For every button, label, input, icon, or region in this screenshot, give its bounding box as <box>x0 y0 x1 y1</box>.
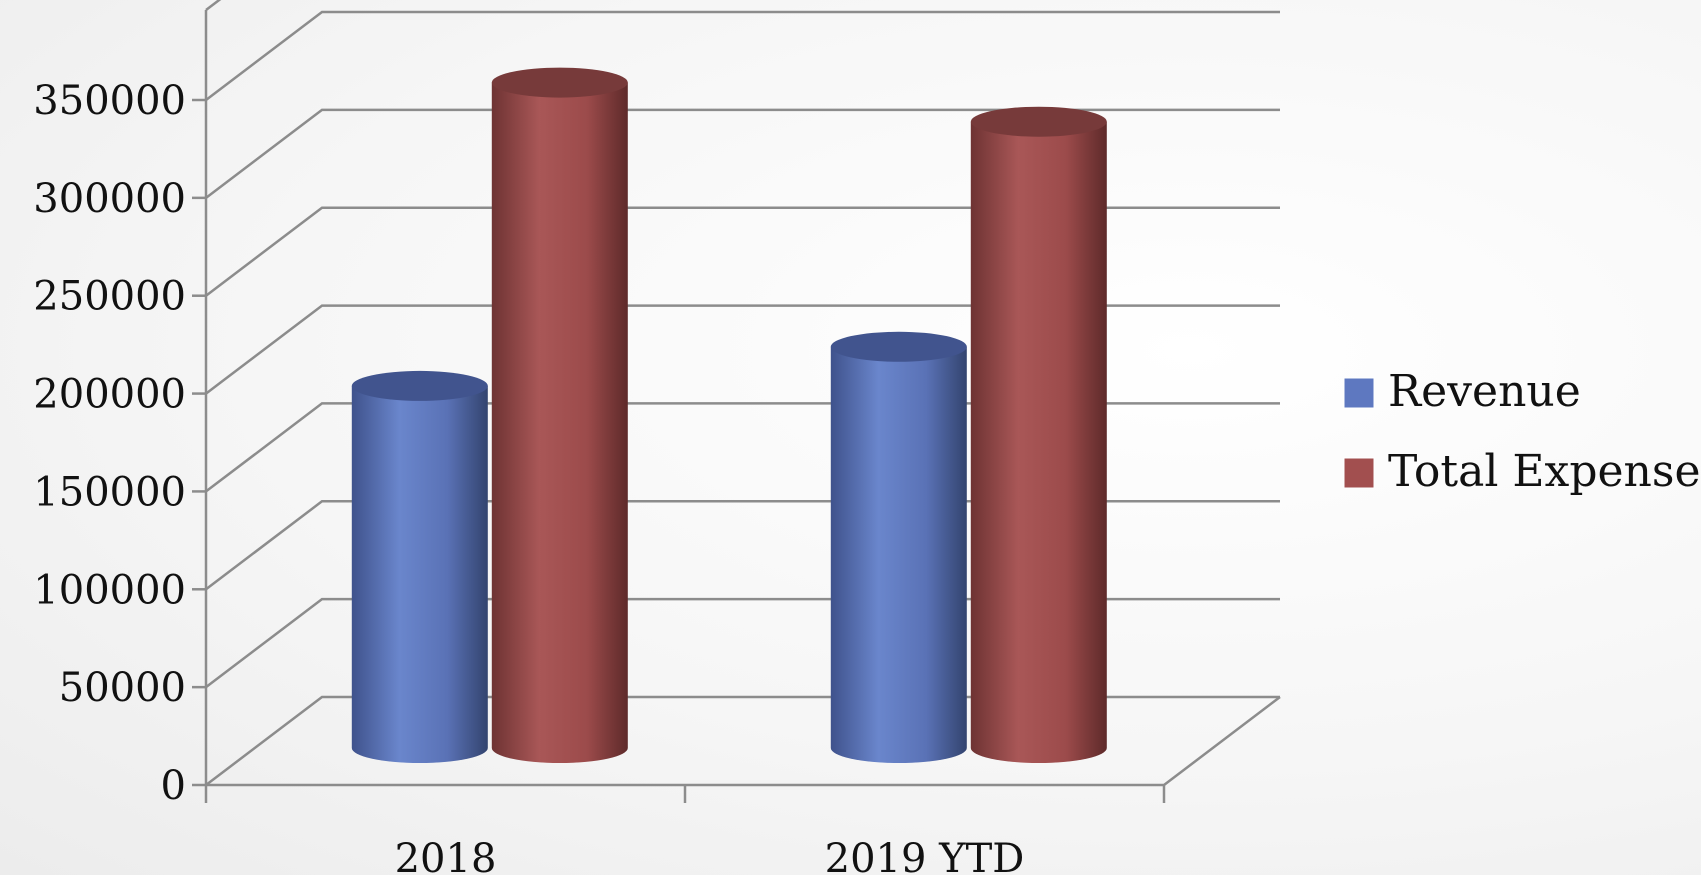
gridline <box>205 304 1280 395</box>
legend-label: Revenue <box>1388 366 1581 417</box>
y-tick-label: 300000 <box>33 176 186 222</box>
bar <box>830 331 967 763</box>
bar <box>970 106 1107 763</box>
bar <box>491 67 628 764</box>
legend-swatch <box>1343 377 1375 409</box>
bar <box>351 370 488 763</box>
gridline <box>205 10 1280 101</box>
legend: Revenue Total Expense <box>1343 366 1701 497</box>
axes <box>192 10 1281 803</box>
bars <box>351 67 1107 764</box>
y-tick-label: 100000 <box>33 567 186 613</box>
legend-label: Total Expense <box>1388 446 1701 497</box>
x-tick-label: 2019 YTD <box>825 836 1025 875</box>
grid <box>205 0 1280 786</box>
y-tick-label: 150000 <box>33 469 186 515</box>
gridline <box>205 0 222 11</box>
legend-swatch <box>1343 457 1375 489</box>
gridline <box>205 108 1280 199</box>
y-tick-label: 350000 <box>33 78 186 124</box>
x-tick-label: 2018 <box>395 836 497 875</box>
y-tick-label: 0 <box>161 763 186 809</box>
tick-labels: 0 50000 100000 150000 200000 250000 300000 3500… <box>33 78 1024 875</box>
y-tick-label: 50000 <box>59 665 186 711</box>
gridline <box>205 206 1280 297</box>
y-tick-label: 250000 <box>33 274 186 320</box>
y-tick-label: 200000 <box>33 372 186 418</box>
